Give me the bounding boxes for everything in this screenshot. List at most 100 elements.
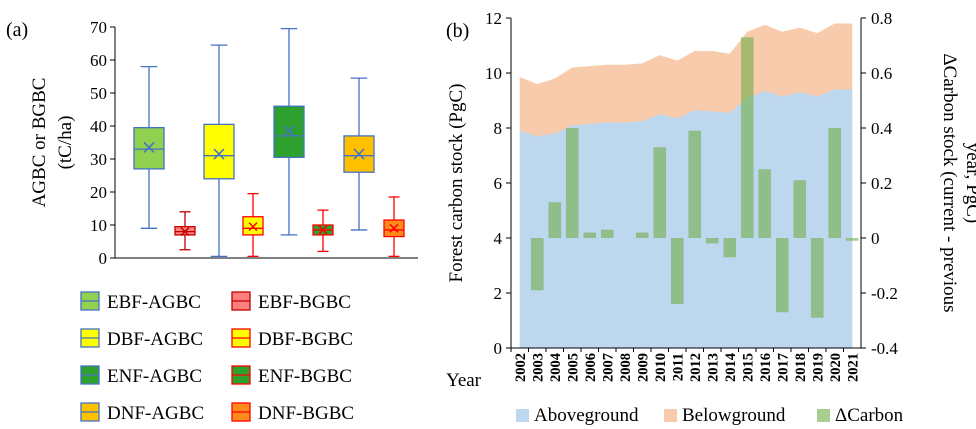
y-tick-label-b: 0 [494,339,503,358]
bar-delta-carbon [740,37,754,238]
box-ebf-bgbc [174,211,196,251]
legend-a: EBF-AGBC EBF-BGBC DBF-AGBC DBF-BGBC ENF-AGBC… [80,291,354,424]
y-tick-label-a: 30 [90,150,107,169]
x-tick-label-b: 2019 [810,353,826,382]
y-tick-label-a: 10 [90,216,107,235]
legend-item: EBF-AGBC [80,291,201,313]
y-tick-label-a: 50 [90,84,107,103]
x-tick-label-b: 2010 [653,353,669,382]
bar-delta-carbon [705,238,719,244]
mean-marker [318,225,328,235]
bar-delta-carbon [548,202,562,238]
x-tick-label-b: 2004 [548,353,564,382]
bar-delta-carbon [810,238,824,318]
x-tick-label-b: 2008 [618,353,634,382]
y-tick-label-a: 20 [90,183,107,202]
x-tick-label-b: 2020 [828,353,844,382]
y2-tick-label-b: 0.2 [871,174,892,193]
legend-item: Belowground [664,405,786,426]
y-tick-label-b: 4 [494,229,503,248]
x-tick-label-b: 2011 [670,353,686,381]
x-tick-label-b: 2016 [758,353,774,382]
y-tick-label-a: 60 [90,51,107,70]
panel-a: (a) 0 10 20 30 40 50 60 70 AGBC or BGBC (tC/ha) EBF… [6,18,418,424]
box-iqr [203,123,235,180]
box-dnf-agbc [343,77,375,231]
x-axis-title-b: Year [446,370,482,391]
x-tick-label-b: 2007 [600,353,616,382]
y2-tick-label-b: 0.4 [871,119,893,138]
bar-delta-carbon [793,180,807,238]
y2-tick-label-b: 0.6 [871,64,892,83]
x-tick-label-b: 2014 [723,353,739,382]
bar-delta-carbon [723,238,737,258]
y2-tick-label-b: 0 [871,229,880,248]
legend-swatch [817,409,830,422]
bar-delta-carbon [670,238,684,304]
mean-marker [283,125,295,137]
x-tick-label-b: 2013 [705,353,721,382]
x-tick-label-b: 2012 [688,353,704,382]
y2-axis-title-b: year, PgC) [962,143,976,224]
area-aboveground [519,89,853,348]
y-tick-label-b: 8 [494,119,503,138]
legend-label: Aboveground [534,405,639,426]
y2-axis-title-b: ΔCarbon stock (current - previous [939,53,960,312]
legend-label: EBF-AGBC [107,292,201,313]
mean-marker [389,223,399,233]
mean-marker [353,148,365,160]
box-ebf-agbc [133,65,165,229]
legend-item: DBF-BGBC [231,328,353,350]
legend-label: ENF-BGBC [258,366,352,387]
bar-delta-carbon [600,229,614,238]
y-tick-label-b: 6 [494,174,503,193]
y2-tick-label-b: -0.4 [871,339,898,358]
y-axis-title-a: AGBC or BGBC [29,78,50,208]
x-tick-label-b: 2021 [845,353,861,382]
legend-label: DBF-AGBC [107,329,203,350]
legend-item: DBF-AGBC [80,328,203,350]
legend-label: ENF-AGBC [107,366,202,387]
y-tick-label-b: 10 [485,64,502,83]
x-tick-label-b: 2017 [775,353,791,382]
y2-tick-label-b: -0.2 [871,284,898,303]
box-dnf-bgbc [383,196,405,258]
y-axis-title-b: Forest carbon stock (PgC) [446,84,467,283]
panel-label-b: (b) [446,20,469,42]
legend-swatch [516,409,529,422]
bar-delta-carbon [583,232,597,238]
x-tick-label-b: 2009 [635,353,651,382]
legend-b: Aboveground Belowground ΔCarbon [516,405,904,426]
legend-item: ENF-BGBC [231,365,352,387]
x-tick-label-b: 2015 [740,353,756,382]
y-tick-label-a: 70 [90,18,107,37]
box-enf-bgbc [312,209,334,253]
mean-marker [248,222,258,232]
bar-delta-carbon [828,128,842,238]
mean-marker [213,148,225,160]
bar-delta-carbon [758,169,772,238]
legend-label: EBF-BGBC [258,292,351,313]
legend-label: DBF-BGBC [258,329,353,350]
mean-marker [143,141,155,153]
legend-item: EBF-BGBC [231,291,351,313]
x-tick-label-b: 2018 [793,353,809,382]
legend-label: DNF-BGBC [258,403,354,424]
y-tick-label-b: 2 [494,284,503,303]
legend-item: ΔCarbon [817,405,904,426]
legend-label: DNF-AGBC [107,403,204,424]
legend-label: Belowground [682,405,786,426]
x-tick-label-b: 2006 [583,353,599,382]
bar-delta-carbon [530,238,544,291]
bar-delta-carbon [775,238,789,313]
y-tick-label-a: 40 [90,117,107,136]
legend-item: Aboveground [516,405,639,426]
legend-item: DNF-AGBC [80,402,204,424]
panel-label-a: (a) [6,19,28,41]
y-axis-title-a: (tC/ha) [55,116,76,170]
box-dbf-agbc [203,44,235,258]
box-enf-agbc [273,27,305,236]
